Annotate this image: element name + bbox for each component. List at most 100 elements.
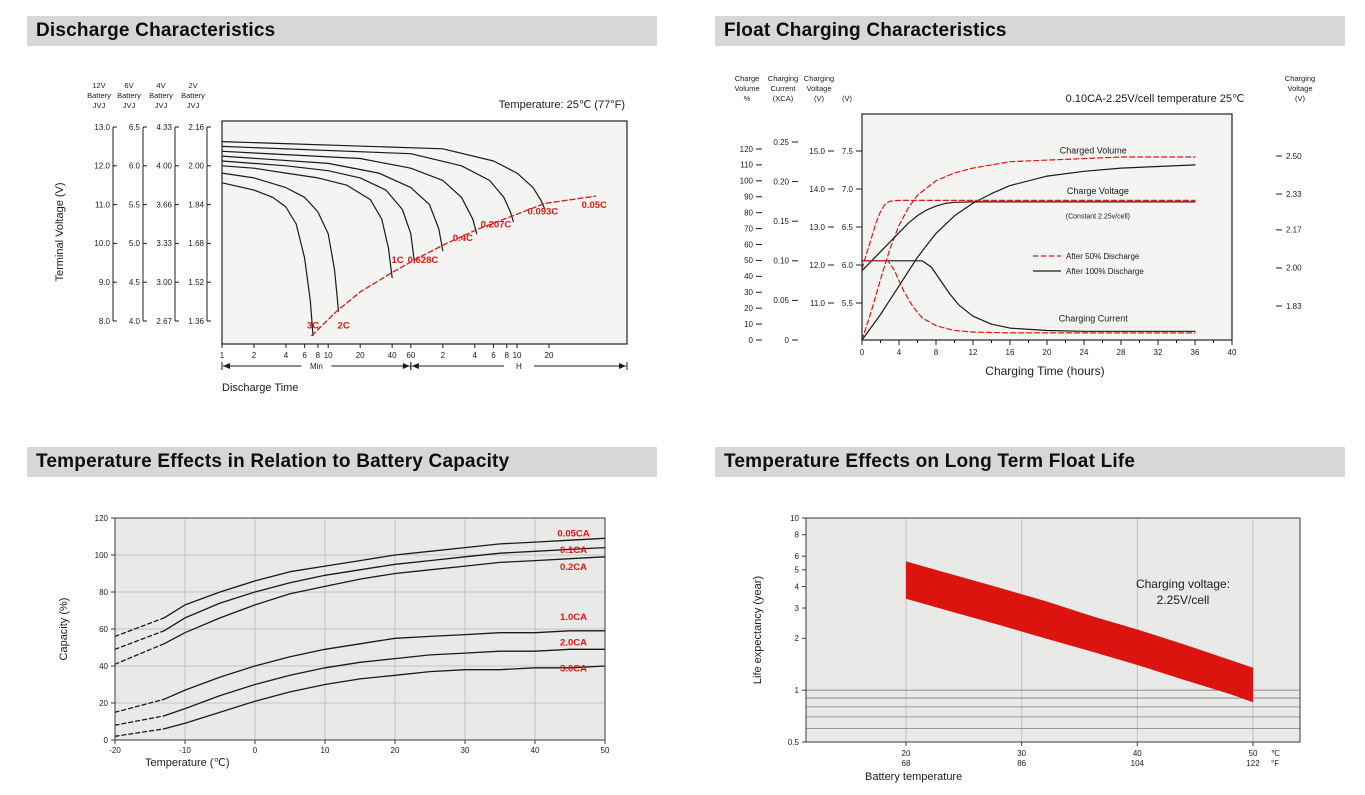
axis-tick-label: 80 bbox=[744, 208, 753, 217]
y-tick-label: 2 bbox=[795, 634, 800, 643]
y-axis-header: 4V bbox=[156, 81, 165, 90]
x-unit-fahrenheit: °F bbox=[1271, 759, 1279, 768]
axis-tick-label: 0.25 bbox=[773, 138, 789, 147]
y-axis-header: 2V bbox=[188, 81, 197, 90]
y-tick-label: 10 bbox=[790, 514, 799, 523]
axis-tick-label: 1.83 bbox=[1286, 302, 1302, 311]
axis-tick-label: 0.10 bbox=[773, 257, 789, 266]
y-tick-label: 3.66 bbox=[156, 200, 172, 209]
curve-3.0CA-dashed bbox=[114, 728, 165, 737]
panel-temperature-capacity: Temperature Effects in Relation to Batte… bbox=[27, 447, 657, 790]
y-axis-title: Terminal Voltage (V) bbox=[54, 182, 66, 281]
x-tick-label: 10 bbox=[321, 746, 330, 755]
y-axis-header: JVJ bbox=[155, 101, 168, 110]
x-tick-label: 40 bbox=[388, 351, 397, 360]
curve-0.2CA-dashed bbox=[114, 643, 165, 665]
rate-label-0.093C: 0.093C bbox=[528, 206, 559, 217]
axis-header: Voltage bbox=[1287, 84, 1312, 93]
rate-label-3C: 3C bbox=[307, 320, 319, 331]
y-tick-label: 6.5 bbox=[129, 123, 141, 132]
panel-title-bar: Discharge Characteristics bbox=[27, 16, 657, 46]
curve-0.2CA bbox=[163, 556, 606, 645]
x-tick-label: 20 bbox=[545, 351, 554, 360]
x-tick-label: 8 bbox=[505, 351, 510, 360]
y-tick-label: 4.00 bbox=[156, 162, 172, 171]
y-tick-label: 3.33 bbox=[156, 239, 172, 248]
panel-discharge-characteristics: Discharge Characteristics Temperature: 2… bbox=[27, 16, 657, 404]
x-tick-label-fahrenheit: 104 bbox=[1131, 759, 1145, 768]
discharge-characteristics-chart: Temperature: 25℃ (77°F)12VBatteryJVJ13.0… bbox=[54, 81, 628, 394]
panel-title-bar: Temperature Effects on Long Term Float L… bbox=[715, 447, 1345, 477]
y-tick-label: 4.0 bbox=[129, 317, 141, 326]
curve-0.05CA-dashed bbox=[114, 617, 165, 638]
axis-tick-label: 40 bbox=[744, 272, 753, 281]
x-tick-label: 28 bbox=[1117, 348, 1126, 357]
y-tick-label: 1.84 bbox=[188, 200, 204, 209]
curve-charging-current-after-100pct bbox=[861, 260, 1196, 332]
axis-header: (V) bbox=[842, 94, 853, 103]
axis-header: Charging bbox=[1285, 74, 1315, 83]
x-tick-label: 12 bbox=[969, 348, 978, 357]
rate-label-0.2CA: 0.2CA bbox=[560, 562, 587, 573]
axis-tick-label: 70 bbox=[744, 224, 753, 233]
y-tick-label: 11.0 bbox=[95, 200, 111, 209]
curve-charge-voltage-after-50pct bbox=[861, 199, 1196, 270]
arrowhead-left bbox=[411, 363, 419, 369]
y-tick-label: 8.0 bbox=[99, 317, 111, 326]
axis-header: Charge bbox=[735, 74, 760, 83]
axis-header: Current bbox=[770, 84, 796, 93]
x-tick-label-fahrenheit: 68 bbox=[902, 759, 911, 768]
axis-tick-label: 60 bbox=[744, 240, 753, 249]
plot-background bbox=[222, 121, 627, 344]
curve-charging-current-after-50pct bbox=[861, 260, 1196, 334]
axis-tick-label: 12.0 bbox=[809, 261, 825, 270]
arrowhead-right bbox=[619, 363, 626, 369]
x-tick-label: 20 bbox=[391, 746, 400, 755]
y-tick-label: 20 bbox=[99, 699, 108, 708]
temperature-annotation: Temperature: 25℃ (77°F) bbox=[499, 99, 625, 111]
y-axis-header: 6V bbox=[124, 81, 133, 90]
y-axis-header: JVJ bbox=[187, 101, 200, 110]
arrowhead-right bbox=[402, 363, 410, 369]
panel-title-text: Temperature Effects on Long Term Float L… bbox=[724, 451, 1136, 472]
rate-label-0.4C: 0.4C bbox=[453, 233, 473, 244]
axis-tick-label: 120 bbox=[740, 145, 754, 154]
y-tick-label: 1.36 bbox=[188, 317, 204, 326]
rate-label-2.0CA: 2.0CA bbox=[560, 638, 587, 649]
y-tick-label: 12.0 bbox=[94, 162, 110, 171]
x-tick-label: 4 bbox=[473, 351, 478, 360]
axis-header: Voltage bbox=[806, 84, 831, 93]
discharge-curve-0.093C bbox=[221, 145, 514, 223]
rate-label-3.0CA: 3.0CA bbox=[560, 664, 587, 675]
x-tick-label: 4 bbox=[284, 351, 289, 360]
discharge-curve-0.628C bbox=[221, 160, 416, 264]
curve-label: Charging Current bbox=[1059, 314, 1129, 324]
plot-background bbox=[862, 114, 1232, 340]
y-tick-label: 80 bbox=[99, 588, 108, 597]
section-label: Min bbox=[310, 362, 323, 371]
x-tick-label: 2 bbox=[441, 351, 446, 360]
x-tick-label: 6 bbox=[491, 351, 496, 360]
y-axis-title: Life expectancy (year) bbox=[752, 576, 764, 684]
x-tick-label-celsius: 40 bbox=[1133, 749, 1142, 758]
axis-tick-label: 2.17 bbox=[1286, 226, 1302, 235]
y-tick-label: 0 bbox=[104, 736, 109, 745]
axis-header: (V) bbox=[814, 94, 825, 103]
curve-charge-voltage-after-100pct bbox=[861, 201, 1196, 272]
axis-header: Charging bbox=[804, 74, 834, 83]
curve-1.0CA bbox=[163, 630, 606, 700]
y-tick-label: 100 bbox=[95, 551, 109, 560]
y-axis-header: JVJ bbox=[123, 101, 136, 110]
axis-tick-label: 10 bbox=[744, 320, 753, 329]
axis-tick-label: 110 bbox=[740, 161, 753, 170]
axis-tick-label: 6.5 bbox=[842, 223, 854, 232]
y-tick-label: 1.52 bbox=[188, 278, 204, 287]
conditions-annotation: 0.10CA-2.25V/cell temperature 25℃ bbox=[1066, 93, 1245, 105]
charging-voltage-annotation: 2.25V/cell bbox=[1157, 593, 1210, 607]
y-tick-label: 10.0 bbox=[94, 239, 110, 248]
x-tick-label: 0 bbox=[253, 746, 258, 755]
x-tick-label: -10 bbox=[179, 746, 191, 755]
y-tick-label: 2.00 bbox=[188, 162, 204, 171]
y-tick-label: 5.0 bbox=[129, 239, 141, 248]
